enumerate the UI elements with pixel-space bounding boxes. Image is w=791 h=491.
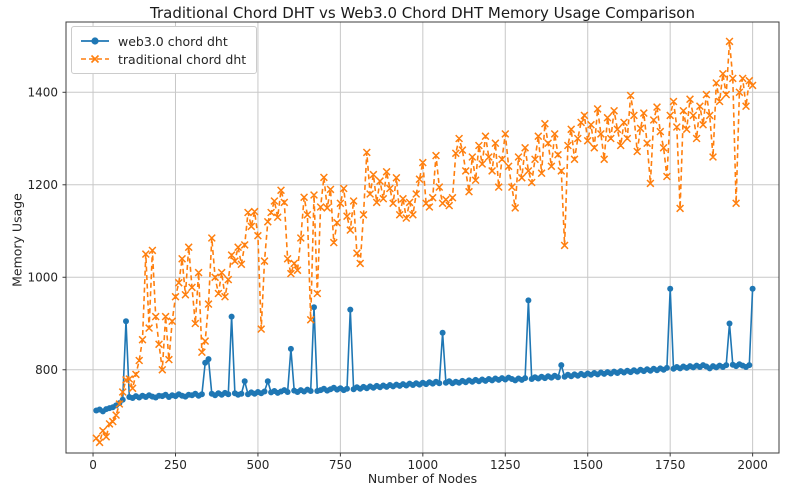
- series-line-1: [95, 41, 754, 445]
- legend-item-web3[interactable]: web3.0 chord dht: [80, 32, 246, 50]
- marker-circle: [261, 388, 268, 395]
- x-tick-label: 500: [246, 458, 269, 472]
- marker-x-path: [92, 37, 757, 447]
- y-tick-label: 800: [35, 363, 58, 377]
- legend-label: traditional chord dht: [118, 51, 247, 67]
- legend-item-traditional[interactable]: traditional chord dht: [80, 50, 246, 68]
- marker-circle: [287, 345, 294, 352]
- marker-circle: [555, 374, 561, 381]
- x-axis-label: Number of Nodes: [367, 471, 478, 486]
- marker-circle: [123, 318, 129, 325]
- x-tick-label: 1500: [572, 458, 603, 472]
- marker-circle: [667, 285, 674, 292]
- legend-dash-x-icon: [81, 54, 109, 64]
- marker-circle: [522, 375, 529, 382]
- x-tick-label: 250: [164, 458, 187, 472]
- marker-circle: [723, 362, 730, 369]
- y-axis-label: Memory Usage: [9, 193, 25, 287]
- legend[interactable]: web3.0 chord dht traditional chord dht: [71, 26, 258, 74]
- y-tick-label: 1400: [27, 85, 58, 99]
- marker-circle: [264, 378, 271, 385]
- x-tick-label: 1750: [655, 458, 686, 472]
- marker-circle: [436, 380, 443, 387]
- y-tick-label: 1000: [27, 270, 58, 284]
- marker-circle: [558, 362, 565, 369]
- marker-circle: [225, 391, 232, 398]
- marker-circle: [284, 389, 291, 395]
- x-tick-label: 1250: [490, 458, 521, 472]
- marker-circle: [344, 385, 350, 392]
- legend-label: web3.0 chord dht: [118, 33, 228, 49]
- marker-circle: [228, 313, 235, 320]
- x-tick-label: 2000: [737, 458, 768, 472]
- marker-circle: [238, 390, 245, 397]
- marker-circle: [205, 356, 212, 363]
- marker-circle: [311, 304, 317, 311]
- y-tick-label: 1200: [27, 178, 58, 192]
- x-tick-label: 1000: [408, 458, 439, 472]
- marker-circle: [198, 391, 205, 398]
- marker-circle: [746, 362, 753, 369]
- marker-circle: [749, 285, 756, 292]
- marker-circle: [525, 297, 532, 304]
- marker-circle: [241, 378, 248, 385]
- x-tick-label: 750: [329, 458, 352, 472]
- marker-circle: [439, 329, 446, 336]
- chart-title: Traditional Chord DHT vs Web3.0 Chord DH…: [150, 4, 695, 22]
- marker-circle: [307, 388, 314, 394]
- marker-circle: [663, 364, 670, 371]
- x-tick-label: 0: [89, 458, 97, 472]
- marker-circle: [347, 306, 354, 313]
- marker-circle: [726, 320, 733, 327]
- legend-line-circle-icon: [81, 37, 109, 45]
